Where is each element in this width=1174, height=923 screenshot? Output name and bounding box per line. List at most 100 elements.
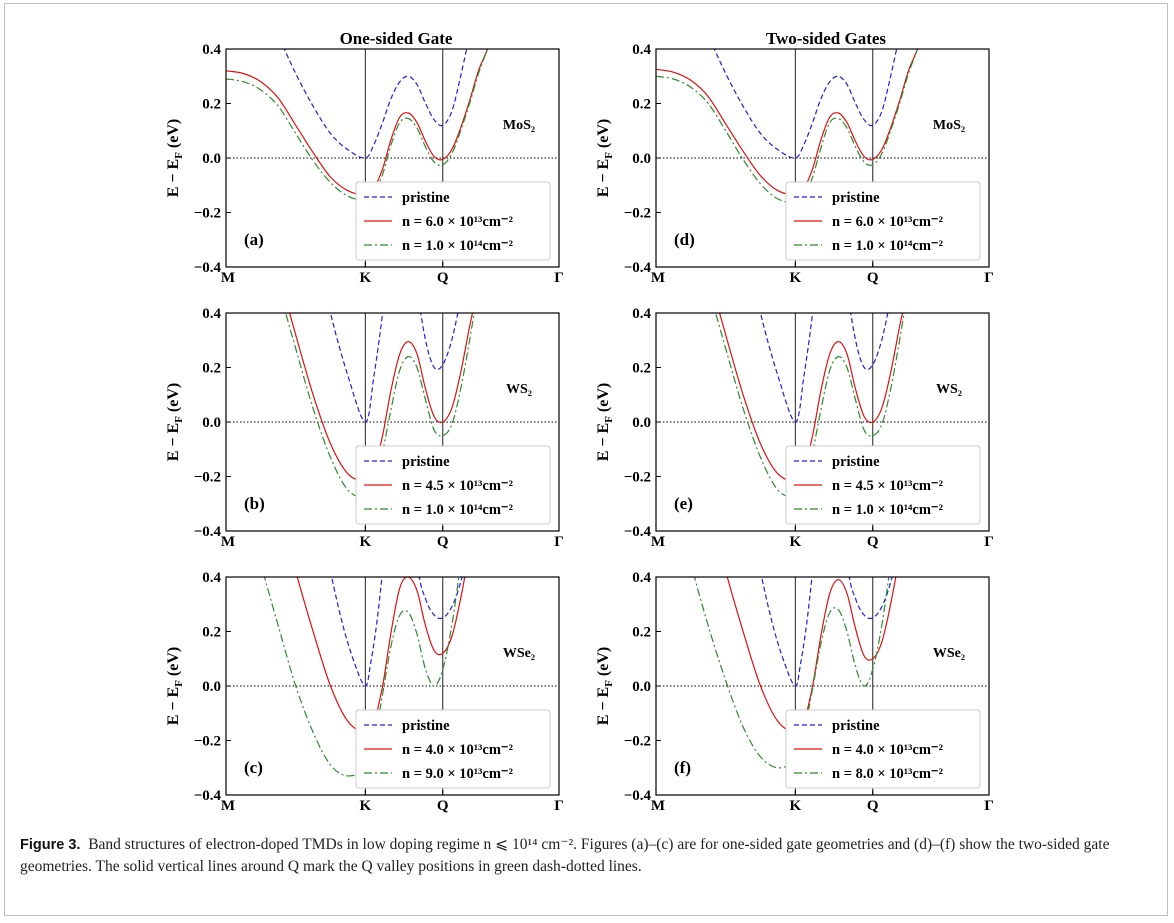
legend-entry: pristine xyxy=(832,454,880,470)
caption-label: Figure 3. xyxy=(20,837,81,853)
band-structure-figure: One-sided Gate Two-sided Gates 0.4 0.2 0.0… xyxy=(165,29,994,814)
legend: pristine n = 6.0 × 10¹³cm⁻² n = 1.0 × 10¹⁴… xyxy=(785,181,981,261)
legend-entry: n = 6.0 × 10¹³cm⁻² xyxy=(832,214,943,230)
material-label: WS₂ xyxy=(506,382,532,397)
y-tick-label: −0.2 xyxy=(194,734,221,750)
x-tick-label: M xyxy=(651,798,665,814)
band-curve-low-doping xyxy=(226,49,489,196)
y-tick-label: 0.4 xyxy=(632,570,651,586)
panel-letter: (e) xyxy=(674,494,693,513)
y-tick-label: 0.2 xyxy=(632,625,651,641)
panel-e: 0.4 0.2 0.0 −0.2 −0.4M K Q Γ E − EF (eV) WS₂ (e) pr… xyxy=(595,306,994,550)
legend: pristine n = 6.0 × 10¹³cm⁻² n = 1.0 × 10¹⁴… xyxy=(355,181,551,261)
legend-entry: n = 4.5 × 10¹³cm⁻² xyxy=(402,478,513,494)
y-tick-label: 0.0 xyxy=(202,151,221,167)
column-title-two-sided: Two-sided Gates xyxy=(766,29,886,48)
column-title-one-sided: One-sided Gate xyxy=(340,29,453,48)
panel-a: 0.4 0.2 0.0 −0.2 −0.4M K Q Γ E − EF (eV) MoS₂ (a) p… xyxy=(165,42,564,286)
band-curve-low-doping xyxy=(296,577,466,733)
y-tick-label: 0.0 xyxy=(632,679,651,695)
y-tick-label: 0.2 xyxy=(202,625,221,641)
y-axis-label: E − EF (eV) xyxy=(595,647,615,726)
x-tick-label: K xyxy=(790,798,802,814)
y-tick-label: 0.4 xyxy=(632,42,651,58)
y-axis-label: E − EF (eV) xyxy=(595,383,615,462)
legend-entry: pristine xyxy=(402,718,450,734)
y-tick-label: 0.4 xyxy=(202,306,221,322)
figure-frame xyxy=(4,3,1168,916)
band-curve-low-doping xyxy=(656,49,919,196)
band-curve-low-doping xyxy=(726,577,897,733)
legend-entry: n = 1.0 × 10¹⁴cm⁻² xyxy=(402,502,513,518)
legend-entry: n = 1.0 × 10¹⁴cm⁻² xyxy=(832,238,943,254)
material-label: MoS₂ xyxy=(933,118,965,133)
x-tick-label: Γ xyxy=(554,534,564,550)
y-tick-label: −0.4 xyxy=(194,788,222,804)
y-tick-label: −0.2 xyxy=(624,734,651,750)
y-tick-label: −0.2 xyxy=(194,206,221,222)
y-tick-label: −0.4 xyxy=(624,524,652,540)
material-label: MoS₂ xyxy=(503,118,535,133)
legend-entry: n = 4.0 × 10¹³cm⁻² xyxy=(832,742,943,758)
panel-letter: (f) xyxy=(674,758,691,777)
legend: pristine n = 4.5 × 10¹³cm⁻² n = 1.0 × 10¹⁴… xyxy=(355,445,551,525)
x-tick-label: M xyxy=(221,798,235,814)
x-tick-label: Q xyxy=(867,534,879,550)
x-tick-label: Γ xyxy=(554,270,564,286)
panel-letter: (d) xyxy=(674,230,695,249)
panel-letter: (c) xyxy=(244,758,263,777)
legend-entry: n = 8.0 × 10¹³cm⁻² xyxy=(832,766,943,782)
figure-caption: Figure 3. Band structures of electron-do… xyxy=(20,834,1150,877)
y-tick-label: −0.2 xyxy=(624,206,651,222)
x-tick-label: Q xyxy=(867,270,879,286)
x-tick-label: Γ xyxy=(554,798,564,814)
x-tick-label: M xyxy=(221,270,235,286)
panel-d: 0.4 0.2 0.0 −0.2 −0.4M K Q Γ E − EF (eV) MoS₂ (d) p… xyxy=(595,42,994,286)
x-tick-label: Q xyxy=(437,534,449,550)
x-tick-label: K xyxy=(790,270,802,286)
band-curve-low-doping xyxy=(288,313,474,482)
y-tick-label: 0.0 xyxy=(202,415,221,431)
band-curve-pristine xyxy=(713,49,898,159)
x-tick-label: M xyxy=(651,270,665,286)
x-tick-label: M xyxy=(651,534,665,550)
y-axis-label: E − EF (eV) xyxy=(165,647,185,726)
y-tick-label: −0.2 xyxy=(624,470,651,486)
band-curve-pristine xyxy=(761,577,893,687)
y-tick-label: −0.4 xyxy=(624,260,652,276)
y-axis-label: E − EF (eV) xyxy=(165,119,185,198)
legend-entry: pristine xyxy=(832,718,880,734)
legend-entry: pristine xyxy=(402,190,450,206)
y-tick-label: 0.2 xyxy=(202,361,221,377)
y-axis-label: E − EF (eV) xyxy=(165,383,185,462)
panel-f: 0.4 0.2 0.0 −0.2 −0.4M K Q Γ E − EF (eV) WSe₂ (f) p… xyxy=(595,570,994,814)
y-tick-label: 0.4 xyxy=(202,570,221,586)
band-curve-pristine xyxy=(283,49,468,159)
panel-letter: (a) xyxy=(244,230,264,249)
legend-entry: n = 1.0 × 10¹⁴cm⁻² xyxy=(402,238,513,254)
x-tick-label: Q xyxy=(437,798,449,814)
y-tick-label: −0.4 xyxy=(194,260,222,276)
panel-b: 0.4 0.2 0.0 −0.2 −0.4M K Q Γ E − EF (eV) WS₂ (b) pr… xyxy=(165,306,564,550)
material-label: WS₂ xyxy=(936,382,962,397)
y-tick-label: 0.2 xyxy=(202,97,221,113)
y-tick-label: 0.2 xyxy=(632,97,651,113)
legend-entry: pristine xyxy=(832,190,880,206)
legend-entry: n = 4.0 × 10¹³cm⁻² xyxy=(402,742,513,758)
legend: pristine n = 4.0 × 10¹³cm⁻² n = 9.0 × 10¹³… xyxy=(355,709,551,789)
legend: pristine n = 4.0 × 10¹³cm⁻² n = 8.0 × 10¹³… xyxy=(785,709,981,789)
x-tick-label: Γ xyxy=(984,534,994,550)
y-tick-label: 0.0 xyxy=(202,679,221,695)
x-tick-label: K xyxy=(360,798,372,814)
y-axis-label: E − EF (eV) xyxy=(595,119,615,198)
band-curve-low-doping xyxy=(718,313,904,482)
y-tick-label: 0.4 xyxy=(632,306,651,322)
y-tick-label: −0.4 xyxy=(624,788,652,804)
panel-letter: (b) xyxy=(244,494,265,513)
material-label: WSe₂ xyxy=(933,646,965,661)
x-tick-label: M xyxy=(221,534,235,550)
legend: pristine n = 4.5 × 10¹³cm⁻² n = 1.0 × 10¹⁴… xyxy=(785,445,981,525)
legend-entry: n = 9.0 × 10¹³cm⁻² xyxy=(402,766,513,782)
band-curve-high-doping xyxy=(263,577,460,777)
band-curve-pristine xyxy=(331,577,463,687)
